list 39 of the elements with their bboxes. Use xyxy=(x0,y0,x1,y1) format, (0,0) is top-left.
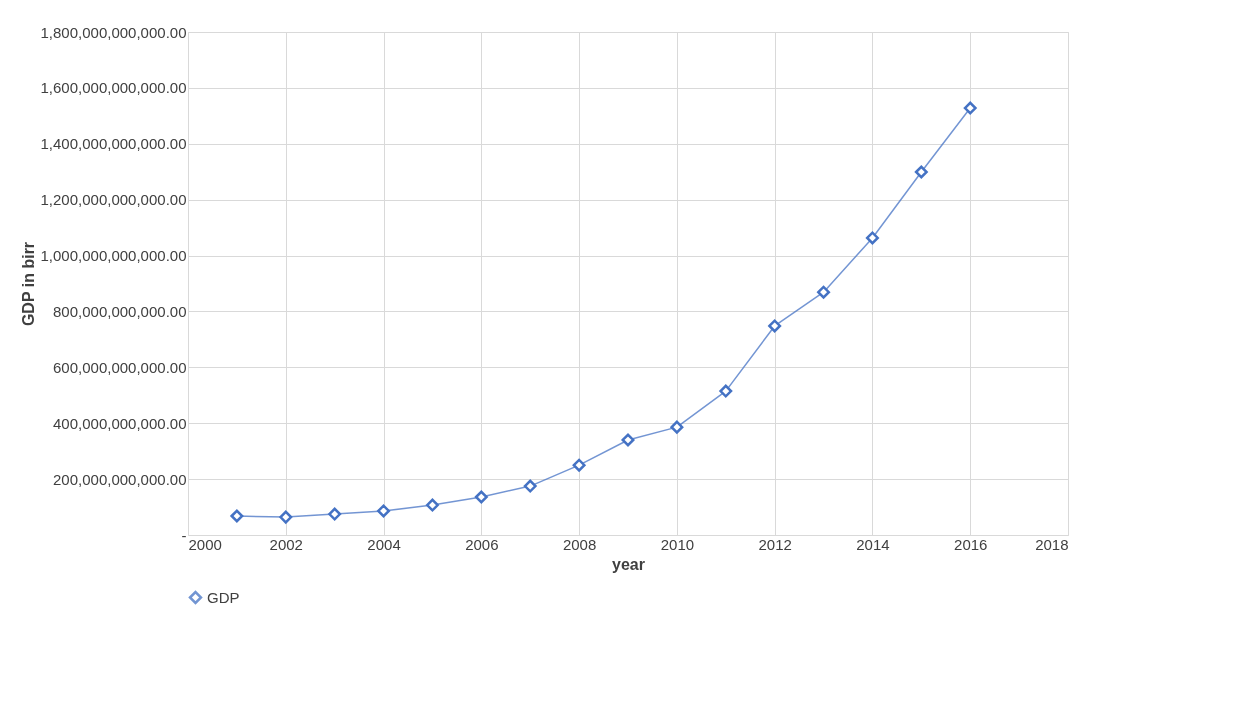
point xyxy=(817,285,831,299)
y-tick-label: 1,800,000,000,000.00 xyxy=(40,23,187,41)
point xyxy=(377,504,391,518)
y-tick-label: 400,000,000,000.00 xyxy=(53,414,187,432)
point xyxy=(523,479,537,493)
x-tick-label: 2002 xyxy=(269,535,303,553)
x-tick-label: 2004 xyxy=(367,535,401,553)
x-axis-title: year xyxy=(612,555,645,573)
x-tick-label: 2008 xyxy=(562,535,597,553)
legend-label: GDP xyxy=(207,588,240,606)
y-tick-label: - xyxy=(181,526,187,544)
y-tick-label: 1,400,000,000,000.00 xyxy=(40,135,187,153)
point xyxy=(670,420,684,434)
x-tick-label: 2006 xyxy=(465,535,499,553)
point xyxy=(865,231,879,245)
point xyxy=(279,510,293,524)
y-tick-label: 1,600,000,000,000.00 xyxy=(40,79,187,97)
y-tick-label: 1,000,000,000,000.00 xyxy=(40,247,187,265)
point xyxy=(328,507,342,521)
x-tick-label: 2012 xyxy=(758,535,792,553)
point xyxy=(621,433,635,447)
y-tick-label: 200,000,000,000.00 xyxy=(53,470,187,488)
point xyxy=(572,458,586,472)
x-tick-label: 2000 xyxy=(188,535,222,553)
y-tick-label: 800,000,000,000.00 xyxy=(53,302,187,320)
point xyxy=(914,165,928,179)
point xyxy=(474,490,488,504)
x-tick-label: 2018 xyxy=(1035,535,1069,553)
point xyxy=(963,101,977,115)
y-axis-title: GDP in birr xyxy=(19,241,37,327)
point xyxy=(425,498,439,512)
x-tick-label: 2014 xyxy=(856,535,890,553)
x-tick-label: 2010 xyxy=(660,535,695,553)
y-tick-label: 1,200,000,000,000.00 xyxy=(40,191,187,209)
point xyxy=(230,509,244,523)
point xyxy=(719,384,733,398)
x-tick-label: 2016 xyxy=(954,535,988,553)
y-tick-label: 600,000,000,000.00 xyxy=(53,358,187,376)
point xyxy=(768,319,782,333)
